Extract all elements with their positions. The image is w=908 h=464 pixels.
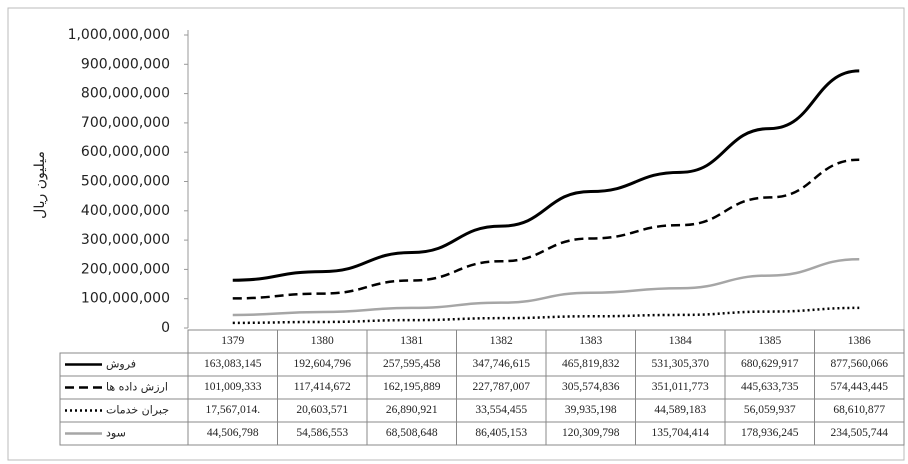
table-cell: 17,567,014. (205, 404, 260, 416)
x-tick-label: 1382 (490, 335, 513, 347)
y-tick-label: 900,000,000 (81, 56, 170, 72)
table-cell: 234,505,744 (831, 427, 889, 439)
table-cell: 56,059,937 (744, 404, 796, 416)
table-cell: 574,443,445 (831, 381, 889, 393)
legend-label: جبران خدمات (106, 404, 169, 417)
y-tick-label: 800,000,000 (81, 86, 170, 102)
series-line (232, 158, 860, 300)
table-cell: 44,506,798 (207, 427, 259, 439)
table-cell: 465,819,832 (562, 358, 620, 370)
x-tick-label: 1380 (311, 335, 334, 347)
y-tick-label: 500,000,000 (81, 174, 170, 190)
table-cell: 26,890,921 (386, 404, 438, 416)
table-cell: 68,610,877 (833, 404, 885, 416)
table-cell: 163,083,145 (204, 358, 262, 370)
series-line (232, 306, 860, 325)
y-tick-label: 300,000,000 (81, 232, 170, 248)
table-cell: 305,574,836 (562, 381, 620, 393)
legend-label: ارزش داده ها (106, 381, 168, 394)
table-cell: 531,305,370 (652, 358, 710, 370)
table-cell: 135,704,414 (652, 427, 710, 439)
table-cell: 192,604,796 (294, 358, 352, 370)
x-tick-label: 1381 (400, 335, 423, 347)
table-cell: 20,603,571 (296, 404, 348, 416)
y-tick-label: 100,000,000 (81, 291, 170, 307)
table-cell: 162,195,889 (383, 381, 441, 393)
y-tick-label: 600,000,000 (81, 144, 170, 160)
table-cell: 86,405,153 (475, 427, 527, 439)
table-cell: 877,560,066 (831, 358, 889, 370)
table-cell: 44,589,183 (654, 404, 706, 416)
table-cell: 178,936,245 (741, 427, 799, 439)
legend-label: سود (106, 427, 126, 440)
x-tick-label: 1383 (579, 335, 602, 347)
x-tick-label: 1384 (669, 335, 692, 347)
table-cell: 68,508,648 (386, 427, 438, 439)
x-tick-label: 1386 (848, 335, 871, 347)
series-line (232, 69, 860, 282)
table-cell: 39,935,198 (565, 404, 617, 416)
legend-label: فروش (106, 358, 136, 371)
y-tick-label: 1,000,000,000 (68, 27, 170, 43)
table-cell: 101,009,333 (204, 381, 262, 393)
table-cell: 445,633,735 (741, 381, 799, 393)
x-tick-label: 1379 (221, 335, 244, 347)
y-tick-label: 700,000,000 (81, 115, 170, 131)
series-line (232, 258, 860, 317)
table-cell: 117,414,672 (294, 381, 351, 393)
y-tick-label: 400,000,000 (81, 203, 170, 219)
table-cell: 33,554,455 (475, 404, 527, 416)
table-cell: 227,787,007 (473, 381, 531, 393)
table-cell: 351,011,773 (652, 381, 709, 393)
table-cell: 347,746,615 (473, 358, 531, 370)
y-tick-label: 200,000,000 (81, 261, 170, 277)
table-cell: 680,629,917 (741, 358, 799, 370)
table-cell: 54,586,553 (296, 427, 348, 439)
frame (7, 7, 905, 461)
x-tick-label: 1385 (758, 335, 781, 347)
table-cell: 257,595,458 (383, 358, 441, 370)
y-axis-label: میلیون ریال (32, 151, 48, 219)
y-tick-label: 0 (161, 320, 170, 336)
table-cell: 120,309,798 (562, 427, 620, 439)
